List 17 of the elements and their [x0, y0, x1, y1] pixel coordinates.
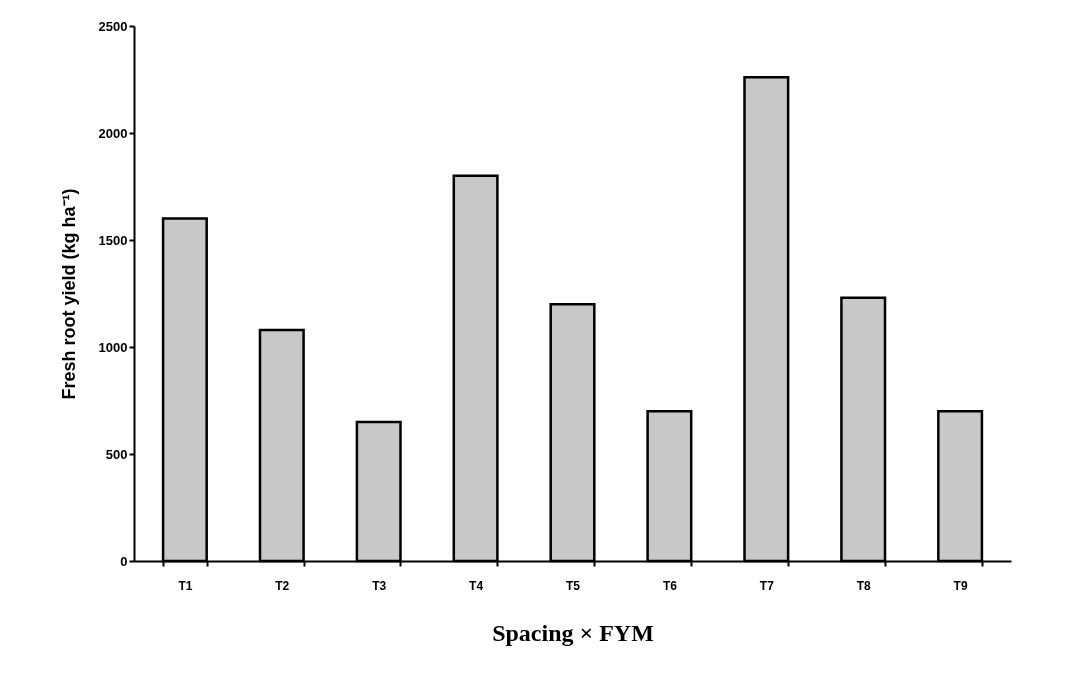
x-tick-label: T3 — [372, 578, 387, 593]
x-tick-label: T4 — [469, 578, 484, 593]
x-tick-label: T8 — [856, 578, 872, 593]
x-axis-title: Spacing × FYM — [492, 619, 654, 646]
y-tick-label: 0 — [120, 553, 128, 569]
y-tick-label: 1000 — [98, 339, 128, 355]
x-tick-label: T6 — [662, 578, 678, 593]
x-tick-label: T5 — [565, 578, 581, 593]
x-tick-label: T1 — [178, 578, 193, 593]
y-tick-label: 2500 — [98, 18, 128, 34]
x-tick-label: T9 — [953, 578, 968, 593]
y-axis-title: Fresh root yield (kg ha⁻¹) — [58, 188, 79, 400]
y-tick-label: 2000 — [98, 125, 128, 141]
y-tick-label: 1500 — [98, 232, 128, 248]
x-tick-label: T2 — [275, 578, 290, 593]
y-tick-label: 500 — [105, 446, 128, 462]
x-tick-label: T7 — [759, 578, 775, 593]
